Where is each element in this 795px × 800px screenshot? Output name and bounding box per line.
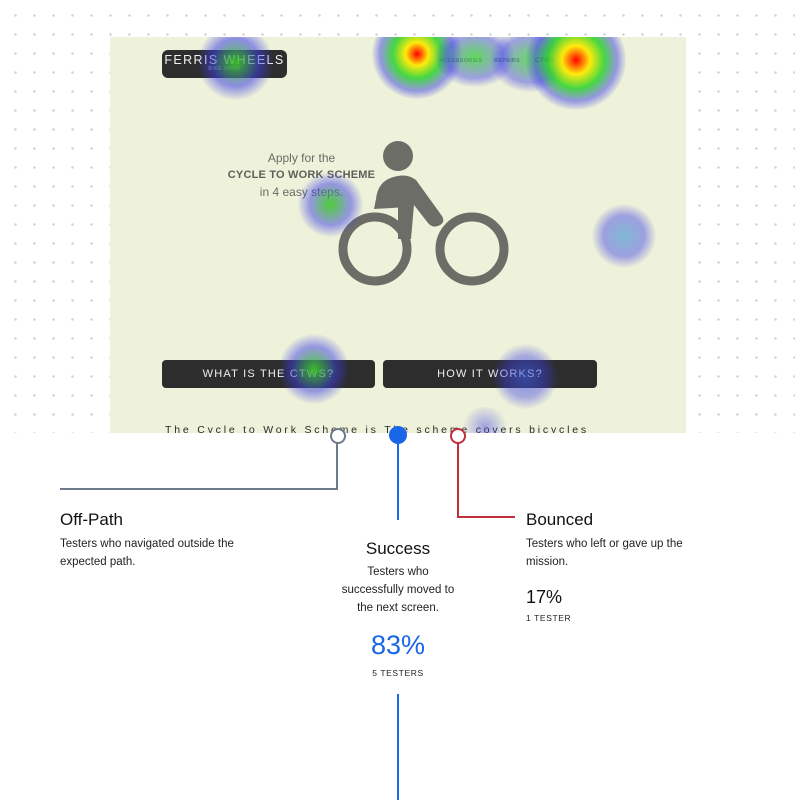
off-path-title: Off-Path <box>60 510 123 529</box>
success-connector <box>397 694 399 800</box>
off-path-connector <box>60 488 338 490</box>
bounced-connector <box>457 516 515 518</box>
cyclist-icon <box>338 141 509 286</box>
off-path-description: Testers who navigated outside the expect… <box>60 535 234 571</box>
success-description: Testers who successfully moved to the ne… <box>298 563 498 617</box>
success-desc-line: Testers who <box>367 566 429 578</box>
success-desc-line: the next screen. <box>357 602 439 614</box>
heatmap-blob <box>592 204 656 268</box>
nav-item-accessories[interactable]: ACCESSORIES <box>439 58 483 64</box>
nav-item-ctws[interactable]: CTWS <box>535 57 556 64</box>
off-path-marker <box>330 428 346 444</box>
heatmap-blob <box>372 37 462 99</box>
success-count: 5 TESTERS <box>372 668 424 678</box>
bounced-percent: 17% <box>526 587 563 607</box>
logo-title: FERRIS WHEELS <box>164 53 285 67</box>
off-path-desc-line: expected path. <box>60 556 136 568</box>
success-marker <box>389 426 407 444</box>
success-desc-line: successfully moved to <box>341 584 455 596</box>
bounced-title: Bounced <box>526 510 594 529</box>
bounced-count: 1 TESTER <box>526 613 572 623</box>
heatmap-blob <box>526 37 626 110</box>
success-connector <box>397 442 399 520</box>
logo[interactable]: FERRIS WHEELS BIKE SHOP <box>162 50 287 78</box>
bounced-marker <box>450 428 466 444</box>
bounced-description: Testers who left or gave up the mission. <box>526 535 683 571</box>
success-percent: 83% <box>370 630 426 660</box>
what-is-ctws-button[interactable]: WHAT IS THE CTWS? <box>162 360 375 388</box>
body-text-snippet: The Cycle to Work Scheme is The scheme c… <box>165 424 589 433</box>
heatmap-blob <box>490 37 570 92</box>
bounced-desc-line: mission. <box>526 556 569 568</box>
prototype-screen: FERRIS WHEELS BIKE SHOP ACCESSORIES REPA… <box>110 37 686 433</box>
off-path-connector <box>336 442 338 490</box>
bounced-connector <box>457 442 459 518</box>
success-title: Success <box>365 539 431 558</box>
how-it-works-button[interactable]: HOW IT WORKS? <box>383 360 597 388</box>
bounced-desc-line: Testers who left or gave up the <box>526 538 683 550</box>
nav-item-repairs[interactable]: REPAIRS <box>494 58 521 64</box>
hero-line-1: Apply for the <box>267 151 336 165</box>
off-path-desc-line: Testers who navigated outside the <box>60 538 234 550</box>
